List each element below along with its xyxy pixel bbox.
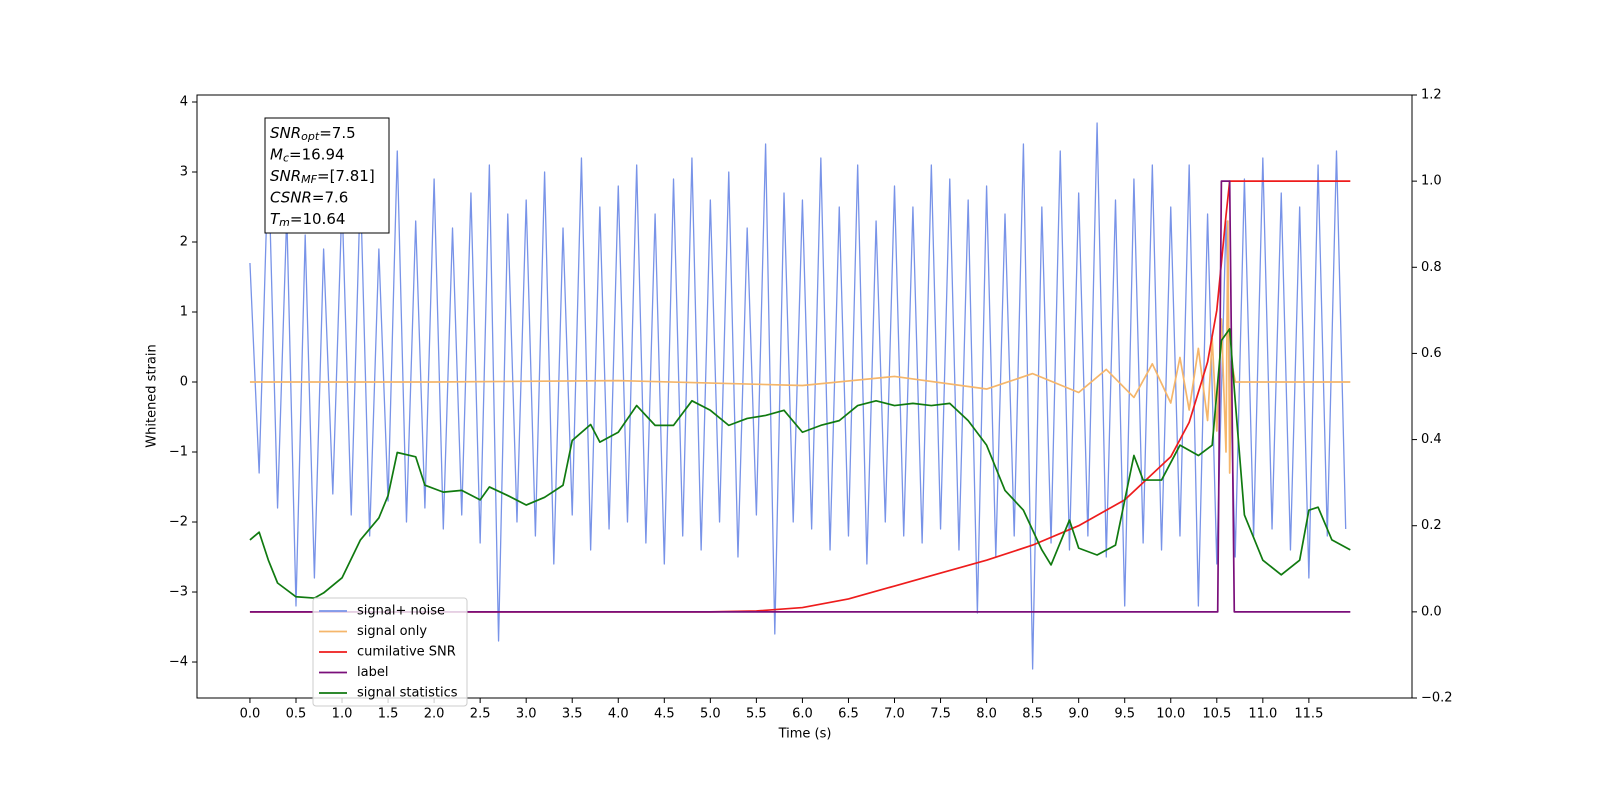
- y-tick-label: −4: [169, 655, 188, 670]
- x-tick-label: 5.5: [746, 707, 767, 722]
- annotation-text: =[7.81]: [317, 167, 375, 185]
- x-tick-label: 8.5: [1022, 707, 1043, 722]
- y2-tick-label: 0.0: [1421, 604, 1442, 619]
- annotation-subscript: m: [279, 216, 290, 229]
- x-tick-label: 9.0: [1068, 707, 1089, 722]
- series-line: [249, 122, 1347, 670]
- annotation-text: =16.94: [289, 145, 345, 163]
- annotation-subscript: MF: [301, 173, 317, 186]
- annotation-subscript: opt: [301, 130, 320, 143]
- series-line: [249, 328, 1351, 599]
- y2-tick-label: 1.2: [1421, 88, 1442, 103]
- annotation-text: =7.5: [319, 124, 355, 142]
- annotation-line: CSNR=7.6: [270, 188, 348, 206]
- x-tick-label: 7.5: [930, 707, 951, 722]
- x-tick-label: 3.5: [562, 707, 583, 722]
- axes-frame: [196, 94, 1413, 699]
- x-tick-label: 7.0: [884, 707, 905, 722]
- series-line: [249, 220, 1351, 474]
- y2-tick-label: 1.0: [1421, 174, 1442, 189]
- x-tick-label: 1.0: [332, 707, 353, 722]
- y-tick-label: 0: [180, 375, 188, 390]
- series-line: [249, 180, 1351, 613]
- y-tick-label: −1: [169, 445, 188, 460]
- legend-box: [312, 597, 468, 707]
- x-tick-label: 0.5: [286, 707, 307, 722]
- annotation-text: =7.6: [312, 188, 348, 206]
- annotation-line: Mc=16.94: [270, 145, 345, 165]
- x-tick-label: 4.0: [608, 707, 629, 722]
- y2-tick-label: 0.8: [1421, 260, 1442, 275]
- annotation-text: M: [270, 145, 283, 163]
- x-tick-label: 1.5: [378, 707, 399, 722]
- annotation-text: =10.64: [290, 210, 346, 228]
- legend-label: label: [357, 665, 388, 680]
- x-tick-label: 11.5: [1294, 707, 1323, 722]
- annotation-text: CSNR: [270, 188, 312, 206]
- legend-label: signal statistics: [357, 686, 458, 701]
- y-tick-label: 2: [180, 235, 188, 250]
- annotation-text: T: [270, 210, 281, 228]
- legend-label: cumilative SNR: [357, 645, 456, 660]
- annotation-box: [264, 117, 390, 234]
- x-tick-label: 4.5: [654, 707, 675, 722]
- y2-tick-label: 0.2: [1421, 518, 1442, 533]
- annotation-text: SNR: [270, 124, 301, 142]
- y2-tick-label: 0.4: [1421, 432, 1442, 447]
- x-tick-label: 6.5: [838, 707, 859, 722]
- y-tick-label: 3: [180, 165, 188, 180]
- y-tick-label: −3: [169, 585, 188, 600]
- x-tick-label: 6.0: [792, 707, 813, 722]
- legend-label: signal+ noise: [357, 604, 445, 619]
- y-axis-label: Whitened strain: [145, 344, 160, 447]
- x-tick-label: 10.0: [1156, 707, 1185, 722]
- annotation-line: SNRopt=7.5: [270, 124, 356, 144]
- annotation-line: SNRMF=[7.81]: [270, 167, 375, 187]
- y2-tick-label: 0.6: [1421, 346, 1442, 361]
- x-tick-label: 2.0: [424, 707, 445, 722]
- annotation-line: Tm=10.64: [270, 210, 345, 230]
- x-tick-label: 11.0: [1248, 707, 1277, 722]
- x-tick-label: 0.0: [240, 707, 261, 722]
- x-axis-label: Time (s): [778, 727, 832, 742]
- y-tick-label: 4: [180, 95, 188, 110]
- x-tick-label: 5.0: [700, 707, 721, 722]
- series-line: [249, 180, 1351, 613]
- y-tick-label: −2: [169, 515, 188, 530]
- x-tick-label: 2.5: [470, 707, 491, 722]
- x-tick-label: 3.0: [516, 707, 537, 722]
- legend-label: signal only: [357, 624, 427, 639]
- y-tick-label: 1: [180, 305, 188, 320]
- x-tick-label: 10.5: [1202, 707, 1231, 722]
- annotation-subscript: c: [283, 152, 289, 165]
- x-tick-label: 9.5: [1114, 707, 1135, 722]
- annotation-text: SNR: [270, 167, 301, 185]
- y2-tick-label: −0.2: [1421, 691, 1453, 706]
- x-tick-label: 8.0: [976, 707, 997, 722]
